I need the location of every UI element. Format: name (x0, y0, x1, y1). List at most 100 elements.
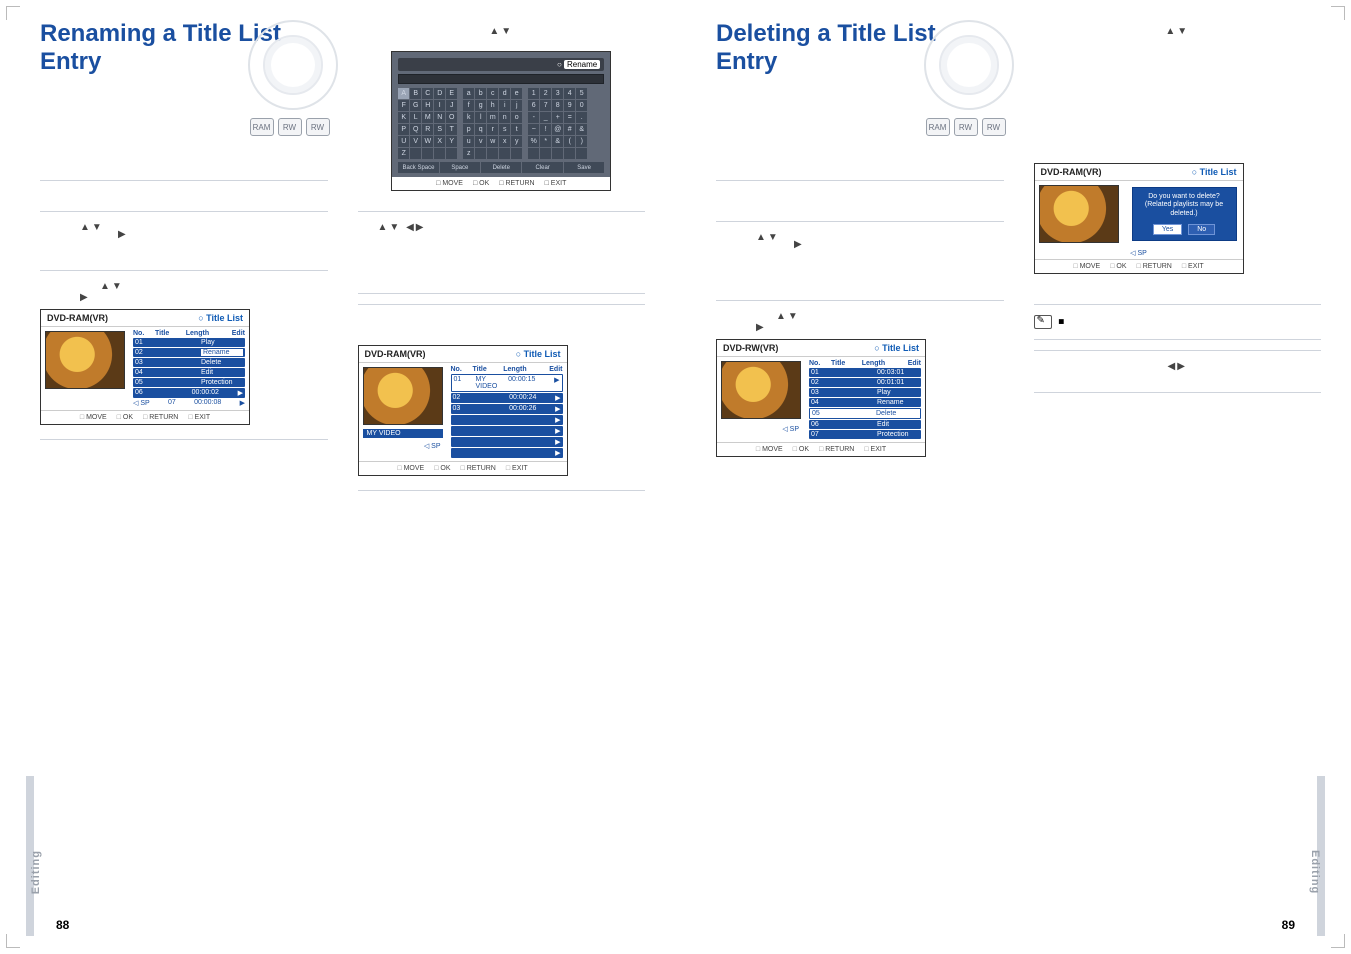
table-row: 03Delete (133, 358, 245, 367)
col-hdr: No. (451, 366, 469, 373)
footer-btn: RETURN (1137, 263, 1172, 270)
disc-ring-icon: RAM RW RW (248, 20, 338, 110)
footer-btn: MOVE (756, 446, 783, 453)
col-hdr: No. (809, 360, 827, 367)
disc-type-icon: RAM (250, 118, 274, 136)
shot-disc-label: DVD-RAM(VR) (47, 313, 108, 323)
left-column-b: ▲▼ ○ Rename ABCDE FGHIJ KLMNO PQRST UVWX… (358, 20, 646, 501)
footer-btn: EXIT (506, 465, 528, 472)
footer-btn: □ EXIT (545, 180, 567, 187)
shot-thumbnail (45, 331, 125, 389)
screenshot-title-list-1: DVD-RAM(VR) ○ Title List No. Title Lengt… (40, 309, 250, 425)
table-row: ▶ (451, 426, 563, 436)
footer-btn: EXIT (188, 414, 210, 421)
col-hdr: Edit (232, 330, 245, 337)
screenshot-title-list-2: DVD-RAM(VR) ○ Title List MY VIDEO ◁ SP N… (358, 345, 568, 476)
disc-type-icon: RW (278, 118, 302, 136)
nav-arrows: ▲▼ (100, 281, 328, 292)
footer-btn: MOVE (1073, 263, 1100, 270)
col-hdr: Title (473, 366, 500, 373)
confirm-yes-button: Yes (1153, 224, 1182, 235)
disc-type-icon: RW (954, 118, 978, 136)
sp-indicator: ◁ SP (717, 423, 805, 435)
key-delete: Delete (481, 162, 521, 173)
table-row: 01Play (133, 338, 245, 347)
footer-btn: MOVE (397, 465, 424, 472)
disc-type-icon: RW (306, 118, 330, 136)
shot-thumbnail (363, 367, 443, 425)
table-row: ▶ (451, 437, 563, 447)
nav-arrow-right: ▶ (118, 229, 328, 240)
shot-title-label: ○ Title List (516, 349, 561, 359)
disc-type-icon: RAM (926, 118, 950, 136)
right-column-a: Deleting a Title List Entry RAM RW RW ▲▼… (716, 20, 1004, 471)
table-row: 0200:00:24▶ (451, 393, 563, 403)
nav-arrows: ◀▶ (1034, 361, 1322, 372)
shot-title-label: ○ Title List (198, 313, 243, 323)
col-hdr: Length (503, 366, 545, 373)
sp-indicator: ◁ SP (359, 440, 447, 452)
table-row: 06Edit (809, 420, 921, 429)
sp-indicator: ◁ SP (1130, 249, 1147, 257)
table-row: 01MY VIDEO00:00:15▶ (451, 374, 563, 392)
nav-arrows: ▲▼ (776, 311, 1004, 322)
key-backspace: Back Space (398, 162, 438, 173)
table-row: ▶ (451, 415, 563, 425)
note-bullet: ■ (1058, 317, 1064, 328)
page-number: 88 (56, 918, 69, 932)
nav-arrows: ▲▼ ◀▶ (378, 222, 646, 233)
sp-indicator: ◁ SP (133, 399, 150, 407)
page-right: Editing 89 Deleting a Title List Entry R… (676, 0, 1351, 954)
delete-confirm-panel: Do you want to delete? (Related playlist… (1132, 187, 1237, 241)
table-row: 0100:03:01 (809, 368, 921, 377)
key-space: Space (440, 162, 480, 173)
nav-arrow-right: ▶ (80, 292, 328, 303)
nav-arrow-right: ▶ (756, 322, 1004, 333)
table-row: 05Delete (809, 408, 921, 419)
shot-disc-label: DVD-RAM(VR) (365, 349, 426, 359)
rename-input-field (398, 74, 604, 84)
col-hdr: Title (831, 360, 858, 367)
footer-btn: MOVE (80, 414, 107, 421)
screenshot-delete-confirm: DVD-RAM(VR) ○ Title List Do you want to … (1034, 163, 1244, 274)
page-left: Editing 88 Renaming a Title List Entry R… (0, 0, 675, 954)
col-hdr: Title (155, 330, 182, 337)
footer-btn: EXIT (1182, 263, 1204, 270)
note-row: ■ (1034, 315, 1322, 329)
col-hdr: No. (133, 330, 151, 337)
shot-thumbnail (1039, 185, 1119, 243)
footer-btn: RETURN (143, 414, 178, 421)
key-clear: Clear (522, 162, 562, 173)
nav-arrows: ▲▼ (358, 26, 646, 37)
shot-disc-label: DVD-RAM(VR) (1041, 167, 1102, 177)
col-hdr: Length (862, 360, 904, 367)
footer-btn: □ MOVE (436, 180, 463, 187)
confirm-no-button: No (1188, 224, 1215, 235)
table-row: 07Protection (809, 430, 921, 439)
disc-type-icon: RW (982, 118, 1006, 136)
nav-arrows: ▲▼ (1034, 26, 1322, 37)
screenshot-rename-keyboard: ○ Rename ABCDE FGHIJ KLMNO PQRST UVWXY Z (391, 51, 611, 191)
my-video-label: MY VIDEO (363, 429, 443, 438)
footer-btn: RETURN (819, 446, 854, 453)
table-row: 04Edit (133, 368, 245, 377)
footer-btn: □ OK (473, 180, 489, 187)
shot-title-label: ○ Title List (874, 343, 919, 353)
table-row: 02Rename (133, 348, 245, 357)
table-row: ▶ (451, 448, 563, 458)
side-tab-editing: Editing (30, 850, 42, 894)
footer-btn: OK (117, 414, 133, 421)
footer-btn: OK (434, 465, 450, 472)
shot-title-label: ○ Title List (1192, 167, 1237, 177)
col-hdr: Edit (908, 360, 921, 367)
nav-arrow-right: ▶ (794, 239, 1004, 250)
table-row: 0600:00:02▶ (133, 388, 245, 398)
right-column-b: ▲▼ DVD-RAM(VR) ○ Title List Do you want … (1034, 20, 1322, 471)
page-number: 89 (1282, 918, 1295, 932)
footer-btn: EXIT (864, 446, 886, 453)
col-hdr: Length (186, 330, 228, 337)
footer-btn: □ RETURN (499, 180, 534, 187)
screenshot-title-list-3: DVD-RW(VR) ○ Title List ◁ SP No. Title (716, 339, 926, 457)
table-row: 05Protection (133, 378, 245, 387)
table-row: 0300:00:26▶ (451, 404, 563, 414)
